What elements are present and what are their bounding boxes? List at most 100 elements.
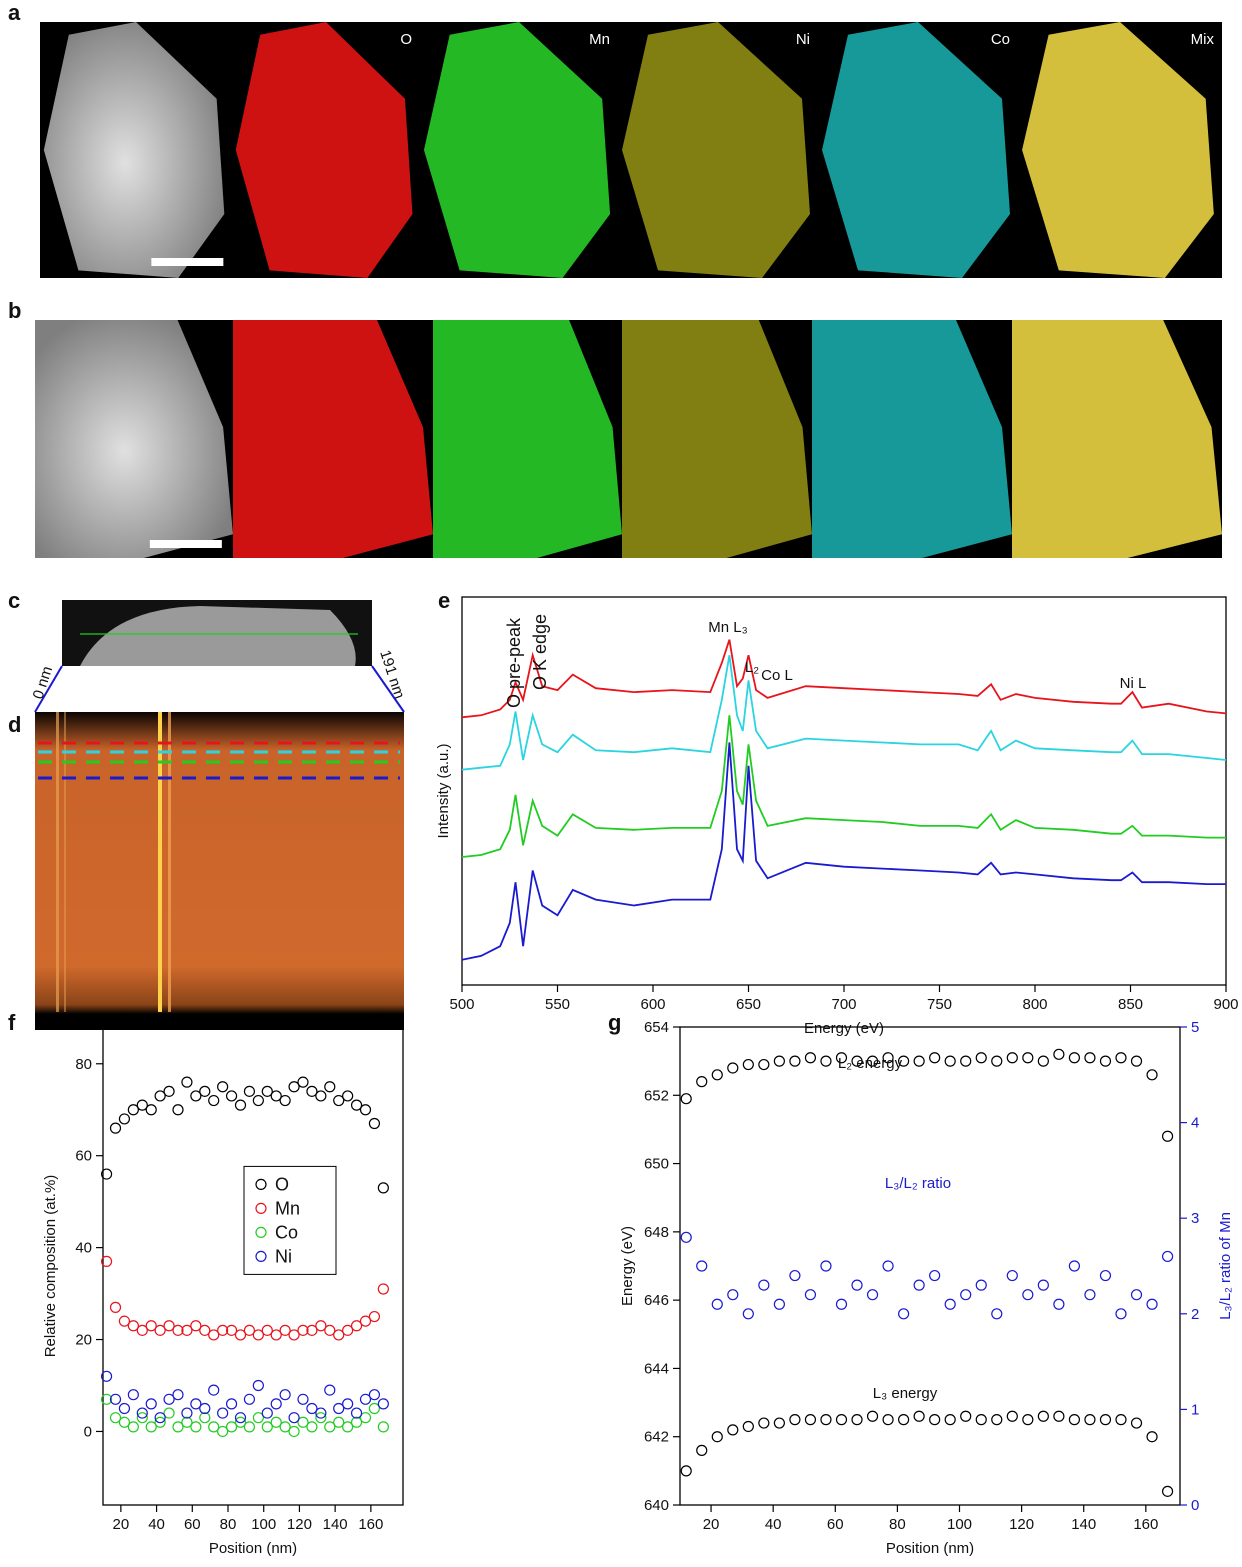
data-point [306, 1324, 318, 1336]
data-point [136, 1099, 148, 1111]
particle-map [235, 22, 413, 278]
x-tick-label: 60 [827, 1516, 844, 1533]
data-point [1115, 1414, 1127, 1426]
particle-map [822, 22, 1010, 278]
data-point [1006, 1052, 1018, 1064]
data-point [851, 1055, 863, 1067]
data-point [350, 1416, 363, 1428]
data-point [696, 1076, 708, 1088]
data-point [773, 1055, 785, 1067]
data-point [773, 1417, 785, 1429]
data-point [217, 1324, 229, 1336]
scale-bar [149, 540, 222, 548]
data-point [288, 1412, 300, 1424]
data-point [127, 1104, 139, 1116]
data-point [835, 1414, 848, 1426]
y-tick-label: 646 [644, 1292, 669, 1309]
data-point [820, 1055, 832, 1067]
data-point [297, 1324, 309, 1336]
data-point [190, 1398, 202, 1410]
data-point [243, 1393, 256, 1405]
data-point [975, 1279, 987, 1291]
annotation: Ni L [1120, 675, 1147, 692]
data-point [225, 1421, 238, 1433]
data-point [944, 1414, 956, 1426]
data-point [377, 1283, 389, 1295]
data-point [118, 1113, 131, 1125]
data-point [804, 1414, 817, 1426]
data-point [882, 1052, 894, 1064]
data-point [1115, 1052, 1127, 1064]
particle-map [812, 320, 1012, 558]
legend-marker [255, 1250, 267, 1263]
data-point [109, 1122, 122, 1134]
x-tick-label: 80 [220, 1516, 237, 1533]
data-point [820, 1414, 832, 1426]
data-point [1099, 1414, 1112, 1426]
data-point [929, 1414, 941, 1426]
data-point [190, 1090, 202, 1102]
particle-map [35, 320, 233, 558]
x-tick-label: 20 [113, 1516, 130, 1533]
data-point [727, 1424, 739, 1436]
x-tick-label: 40 [765, 1516, 782, 1533]
data-point [913, 1055, 925, 1067]
data-point [243, 1421, 256, 1433]
data-point [882, 1260, 894, 1272]
series-label: L₂ energy [838, 1055, 903, 1072]
data-point [324, 1324, 336, 1336]
plot-frame [461, 596, 1227, 986]
data-point [279, 1389, 291, 1401]
data-point [234, 1416, 247, 1428]
data-point [306, 1085, 318, 1097]
data-point [127, 1421, 139, 1433]
particle-map [622, 320, 812, 558]
data-point [359, 1315, 372, 1327]
element-label: Mn [589, 31, 610, 48]
data-point [217, 1407, 229, 1419]
spectrum-line [461, 742, 1226, 961]
data-point [297, 1416, 309, 1428]
stripe [64, 712, 66, 1012]
data-point [118, 1416, 131, 1428]
x-tick-label: 100 [251, 1516, 276, 1533]
data-point [898, 1308, 910, 1320]
x-tick-label: 40 [148, 1516, 165, 1533]
x-tick-label: 20 [703, 1516, 720, 1533]
x-tick-label: 80 [889, 1516, 906, 1533]
annotation: Co L [761, 667, 793, 684]
data-point [742, 1058, 754, 1071]
spectrum-line [461, 639, 1227, 719]
data-point [727, 1062, 739, 1074]
data-point [333, 1329, 345, 1341]
legend-marker [255, 1178, 267, 1191]
y2-tick-label: 0 [1191, 1497, 1199, 1514]
data-point [225, 1090, 238, 1102]
data-point [866, 1055, 879, 1067]
element-label: Mix [1191, 31, 1215, 48]
data-point [789, 1269, 801, 1282]
data-point [1130, 1289, 1143, 1301]
data-point [127, 1389, 139, 1401]
data-point [154, 1412, 166, 1424]
data-point [199, 1402, 211, 1415]
data-point [1084, 1289, 1096, 1301]
data-point [100, 1168, 113, 1180]
data-point [1053, 1298, 1065, 1310]
data-point [199, 1085, 211, 1097]
scale-bar [151, 258, 224, 266]
x-tick-label: 160 [358, 1516, 383, 1533]
data-point [1146, 1069, 1158, 1081]
data-point [1037, 1055, 1049, 1067]
data-point [208, 1384, 220, 1396]
element-label: Ni [796, 31, 810, 48]
panel-letter: a [8, 0, 21, 25]
spectrum-image [35, 712, 404, 1030]
data-point [804, 1052, 817, 1064]
x-tick-label: 140 [1071, 1516, 1096, 1533]
data-point [804, 1289, 817, 1301]
y-tick-label: 640 [644, 1497, 669, 1514]
annotation: O K edge [530, 614, 550, 690]
data-point [136, 1324, 148, 1336]
data-point [851, 1414, 863, 1426]
